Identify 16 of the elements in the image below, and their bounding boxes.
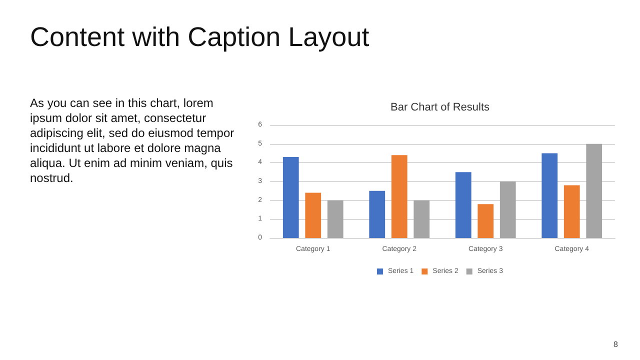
bar: [564, 185, 580, 238]
bar: [542, 153, 558, 238]
bar: [586, 144, 602, 238]
bar: [478, 204, 494, 238]
bar: [391, 155, 408, 238]
bar: [414, 200, 430, 238]
chart-title: Bar Chart of Results: [390, 102, 490, 114]
bar: [305, 192, 322, 238]
text: As you can see in this chart, lorem ipsum dolor sit amet, consectetur adipiscing elit, sed do eiusmod tempor incididunt ut labore et dolore magna aliqua. Ut enim ad minim veniam, quis nostrud.: [30, 96, 235, 186]
text: 8: [614, 340, 618, 349]
bar: [282, 157, 299, 238]
bar: [369, 190, 386, 238]
text: Content with Caption Layout: [30, 22, 370, 53]
bar: [327, 200, 344, 238]
bar: [455, 172, 472, 238]
bar: [500, 182, 516, 238]
